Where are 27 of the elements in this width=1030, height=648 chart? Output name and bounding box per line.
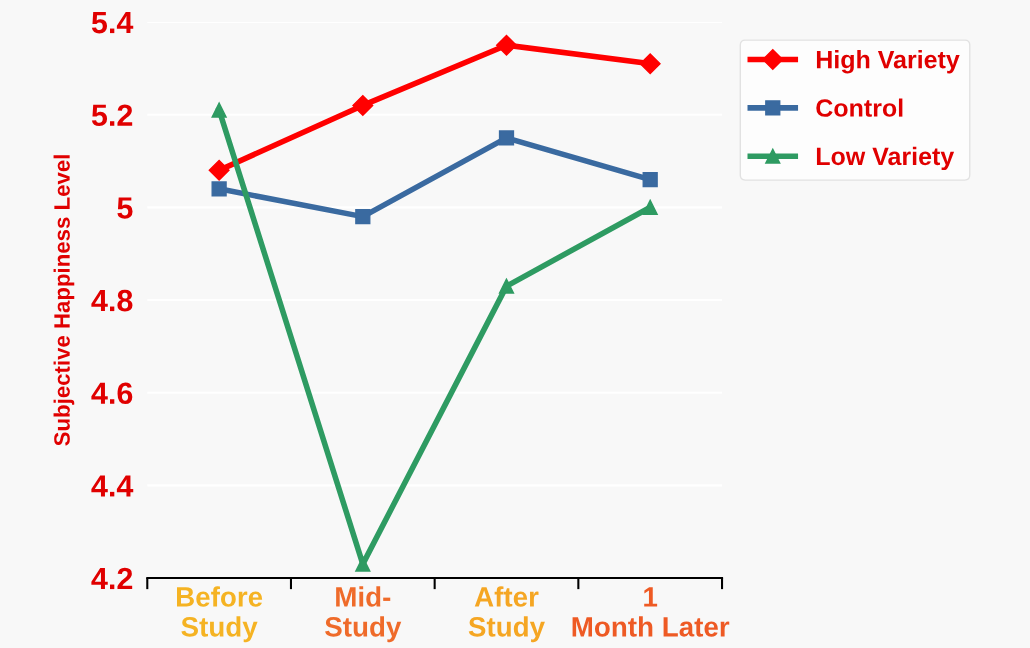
y-tick-label: 4.8	[91, 289, 133, 312]
point	[211, 181, 227, 197]
y-tick-label: 4.6	[91, 382, 133, 405]
x-tick-label: After Study	[468, 586, 545, 643]
y-tick-label: 4.4	[91, 475, 134, 497]
point	[495, 34, 518, 56]
legend-label: High Variety	[816, 50, 960, 74]
y-axis-title: Subjective Happiness Level	[53, 155, 75, 446]
y-tick-label: 5.2	[91, 104, 133, 127]
point	[211, 102, 227, 118]
point	[498, 278, 515, 294]
point	[208, 159, 230, 181]
point	[355, 556, 371, 572]
point	[355, 208, 371, 225]
point	[642, 171, 658, 188]
point	[642, 199, 658, 215]
point	[352, 94, 374, 116]
legend-label: Low Variety	[816, 146, 955, 171]
legend-label: Control	[816, 98, 903, 117]
y-tick-label: 5.4	[91, 12, 134, 34]
x-tick-label: Mid-Study	[325, 586, 402, 643]
point	[639, 53, 661, 75]
x-tick-label: 1 Month Later	[572, 587, 730, 637]
y-tick-label: 4.2	[91, 567, 133, 590]
x-tick-label: Before Study	[177, 586, 263, 643]
point	[498, 130, 515, 146]
y-tick-label: 5	[117, 197, 133, 219]
